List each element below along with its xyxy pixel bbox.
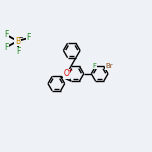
Text: F: F xyxy=(92,63,96,69)
Text: F: F xyxy=(4,43,9,52)
Text: Br: Br xyxy=(105,63,113,69)
Text: F: F xyxy=(26,33,31,43)
Text: O: O xyxy=(64,69,70,78)
Text: F: F xyxy=(4,30,9,40)
Text: +: + xyxy=(67,68,73,73)
Text: F: F xyxy=(17,47,21,57)
Text: −: − xyxy=(19,34,23,39)
Text: B: B xyxy=(15,36,20,46)
